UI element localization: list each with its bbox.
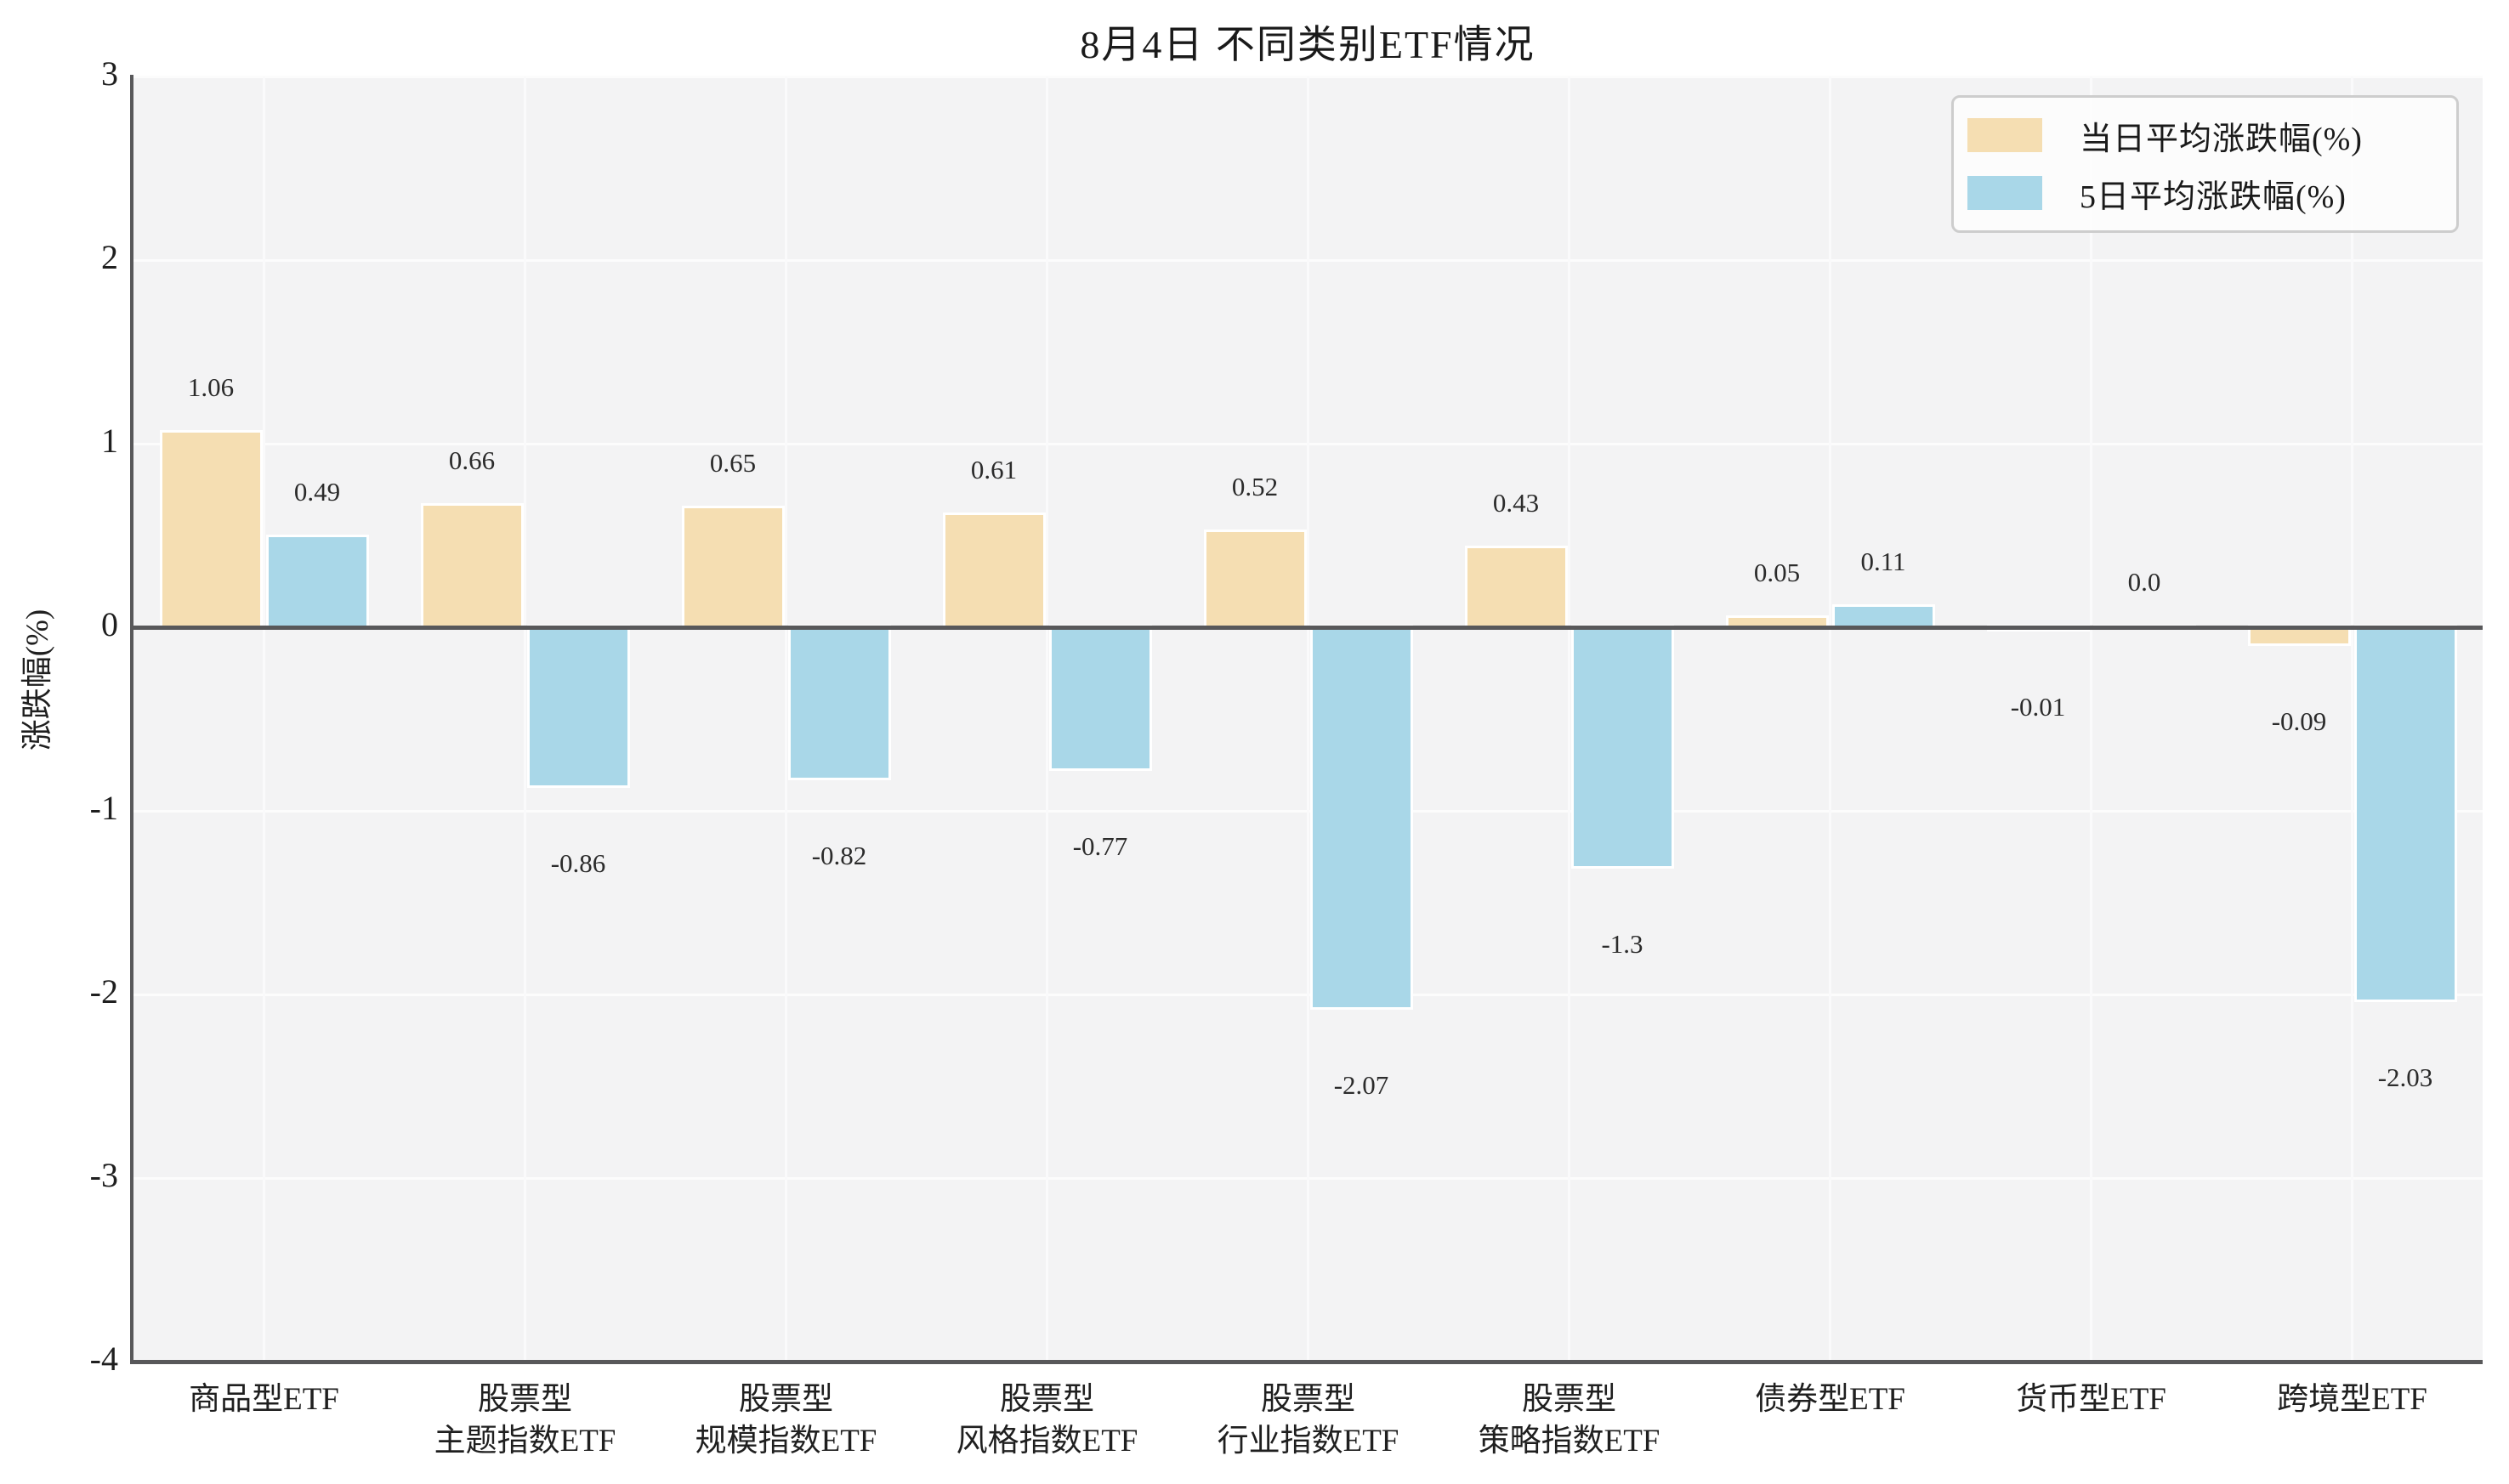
bar-value-label: -0.86 <box>550 847 606 878</box>
y-axis-spine <box>130 75 133 1364</box>
chart-title: 8月4日 不同类别ETF情况 <box>1080 23 1535 66</box>
bar-value-label: -1.3 <box>1601 928 1643 959</box>
x-tick-label: 商品型ETF <box>189 1382 339 1417</box>
bar-5day <box>265 535 369 630</box>
bar-value-label: 0.49 <box>293 477 341 507</box>
gridline-vertical <box>263 76 265 1362</box>
x-tick-label: 股票型 策略指数ETF <box>1478 1382 1660 1459</box>
y-tick-label: 0 <box>101 605 118 643</box>
legend-entry: 5日平均涨跌幅(%) <box>1967 170 2456 217</box>
y-axis-label: 涨跌幅(%) <box>20 609 55 751</box>
legend-swatch-daily <box>1967 118 2042 152</box>
bar-value-label: -0.01 <box>2010 692 2066 722</box>
bar-5day <box>787 625 891 781</box>
legend: 当日平均涨跌幅(%) 5日平均涨跌幅(%) <box>1951 95 2459 233</box>
bar-daily <box>942 513 1046 630</box>
x-tick-label: 跨境型ETF <box>2277 1382 2427 1417</box>
bar-daily <box>420 503 524 630</box>
y-tick-label: -4 <box>89 1340 118 1378</box>
x-tick-label: 股票型 规模指数ETF <box>695 1382 877 1459</box>
gridline-vertical <box>524 76 526 1362</box>
bar-daily <box>1203 529 1307 630</box>
y-tick-label: -3 <box>89 1156 118 1194</box>
bar-value-label: -2.07 <box>1333 1070 1389 1101</box>
legend-swatch-5day <box>1967 176 2042 210</box>
y-tick-label: 3 <box>101 54 118 93</box>
gridline-vertical <box>1307 76 1309 1362</box>
x-tick-label: 股票型 风格指数ETF <box>956 1382 1138 1459</box>
bar-value-label: 1.06 <box>187 372 235 403</box>
y-tick-label: 2 <box>101 238 118 276</box>
legend-label: 5日平均涨跌幅(%) <box>2080 178 2347 215</box>
x-axis-spine <box>130 1360 2483 1364</box>
bar-5day <box>1309 625 1413 1011</box>
gridline-vertical <box>1829 76 1831 1362</box>
bar-value-label: 0.05 <box>1753 558 1801 588</box>
gridline-vertical <box>2090 76 2092 1362</box>
zero-axis-line <box>133 625 2483 630</box>
bar-daily <box>159 430 263 630</box>
y-tick-label: -2 <box>89 972 118 1011</box>
gridline-vertical <box>785 76 787 1362</box>
y-tick-label: -1 <box>89 789 118 827</box>
gridline-vertical <box>1568 76 1570 1362</box>
bar-value-label: 0.52 <box>1231 471 1279 501</box>
x-tick-label: 债券型ETF <box>1755 1382 1905 1417</box>
bar-5day <box>1570 625 1674 869</box>
x-tick-label: 股票型 主题指数ETF <box>434 1382 616 1459</box>
bar-value-label: 0.66 <box>448 445 496 476</box>
gridline-vertical <box>2351 76 2353 1362</box>
x-tick-label: 股票型 行业指数ETF <box>1217 1382 1399 1459</box>
gridline-vertical <box>1046 76 1048 1362</box>
x-tick-label: 货币型ETF <box>2016 1382 2166 1417</box>
bar-daily <box>681 505 785 630</box>
bar-value-label: 0.43 <box>1492 488 1540 518</box>
y-tick-label: 1 <box>101 422 118 460</box>
legend-entry: 当日平均涨跌幅(%) <box>1967 112 2456 159</box>
bar-value-label: 0.65 <box>709 447 757 478</box>
bar-value-label: 0.0 <box>2127 567 2161 597</box>
bar-value-label: -0.77 <box>1072 831 1128 862</box>
bar-value-label: -2.03 <box>2377 1062 2433 1093</box>
bar-5day <box>2353 625 2457 1003</box>
bar-5day <box>1048 625 1152 772</box>
bar-value-label: 0.11 <box>1860 547 1906 577</box>
legend-label: 当日平均涨跌幅(%) <box>2080 121 2363 157</box>
bar-5day <box>526 625 630 788</box>
bar-value-label: 0.61 <box>970 455 1018 485</box>
bar-value-label: -0.09 <box>2271 706 2327 737</box>
bar-value-label: -0.82 <box>811 841 867 871</box>
bar-daily <box>1464 546 1568 630</box>
plot-area: 1.06 0.66 0.65 0.61 0.52 0.43 0.05 -0.01 -0.09 0.… <box>133 75 2483 1363</box>
